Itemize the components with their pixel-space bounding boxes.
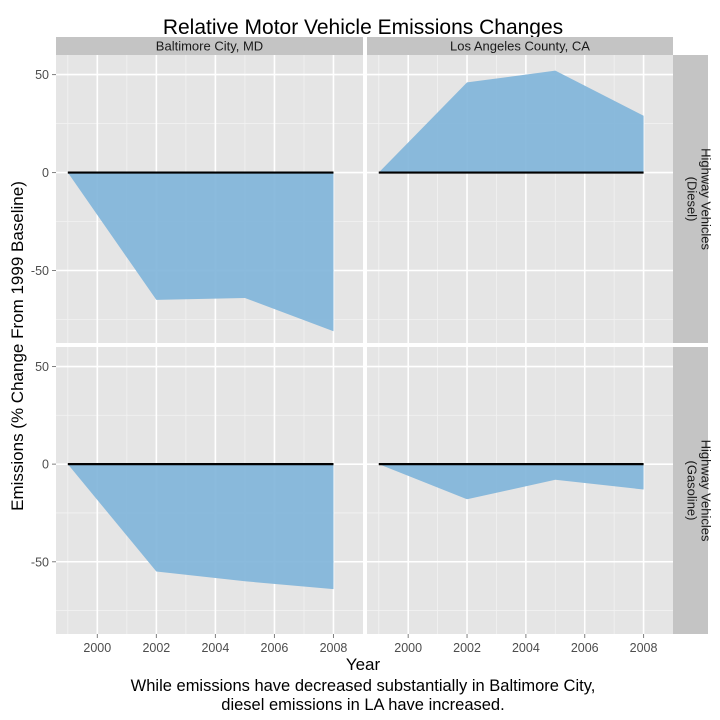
row-strip-label: Highway Vehicles [699, 148, 714, 250]
chart-title: Relative Motor Vehicle Emissions Changes [163, 16, 563, 39]
x-axis-title: Year [346, 655, 381, 674]
x-tick-label: 2000 [83, 641, 111, 655]
panel-1-0 [56, 347, 363, 634]
caption-line-2: diesel emissions in LA have increased. [221, 696, 504, 714]
y-axis: 50 0 -50 50 0 -50 [31, 68, 56, 569]
panel-grid [56, 55, 673, 634]
x-axis: 2000 2002 2004 2006 2008 2000 2002 2004 2006 2008 [83, 634, 658, 655]
column-strip-label: Los Angeles County, CA [450, 39, 590, 54]
caption-line-1: While emissions have decreased substanti… [131, 677, 596, 695]
panel-1-1 [367, 347, 673, 634]
x-tick-label: 2006 [261, 641, 289, 655]
y-tick-label: 0 [42, 458, 49, 472]
y-tick-label: -50 [31, 264, 49, 278]
x-tick-label: 2008 [630, 641, 658, 655]
row-strip-label: (Diesel) [685, 177, 700, 222]
x-tick-label: 2008 [320, 641, 348, 655]
row-strip-bg [673, 347, 708, 634]
column-strip-label: Baltimore City, MD [156, 39, 263, 54]
emissions-area-0-1 [378, 70, 644, 173]
x-tick-label: 2004 [201, 641, 229, 655]
emissions-area-1-1 [378, 464, 644, 500]
y-tick-label: -50 [31, 555, 49, 569]
panel-0-0 [56, 55, 363, 343]
emissions-area-0-0 [67, 172, 334, 332]
row-strip-label: (Gasoline) [685, 461, 700, 521]
panel-0-1 [367, 55, 673, 343]
y-tick-label: 50 [35, 360, 49, 374]
y-tick-label: 0 [42, 166, 49, 180]
row-strip-bg [673, 55, 708, 343]
row-strip-label: Highway Vehicles [699, 440, 714, 542]
emissions-area-1-0 [67, 464, 334, 590]
x-tick-label: 2002 [142, 641, 170, 655]
column-strip-bg [367, 37, 673, 55]
x-tick-label: 2006 [571, 641, 599, 655]
facet-strips: Baltimore City, MD Los Angeles County, CA… [56, 37, 714, 634]
column-strip-bg [56, 37, 363, 55]
y-axis-title: Emissions (% Change From 1999 Baseline) [8, 181, 27, 511]
x-tick-label: 2002 [453, 641, 481, 655]
x-tick-label: 2000 [394, 641, 422, 655]
y-tick-label: 50 [35, 68, 49, 82]
x-tick-label: 2004 [512, 641, 540, 655]
panel-background [367, 347, 673, 634]
